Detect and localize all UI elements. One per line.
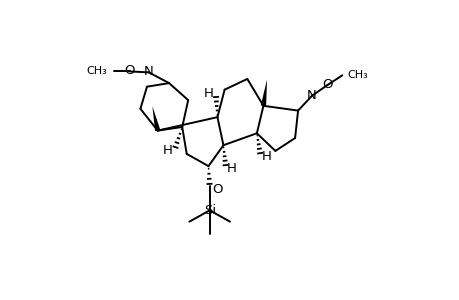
Text: CH₃: CH₃ [347, 70, 368, 80]
Text: CH₃: CH₃ [87, 67, 107, 76]
Text: H: H [203, 87, 213, 101]
Text: O: O [322, 78, 332, 92]
Text: O: O [124, 64, 135, 77]
Text: N: N [144, 65, 153, 78]
Polygon shape [260, 80, 266, 106]
Text: Si: Si [204, 204, 216, 217]
Text: H: H [163, 144, 173, 158]
Text: H: H [262, 150, 271, 163]
Text: H: H [226, 162, 236, 175]
Text: N: N [307, 89, 316, 102]
Polygon shape [152, 106, 160, 131]
Text: O: O [212, 183, 222, 196]
